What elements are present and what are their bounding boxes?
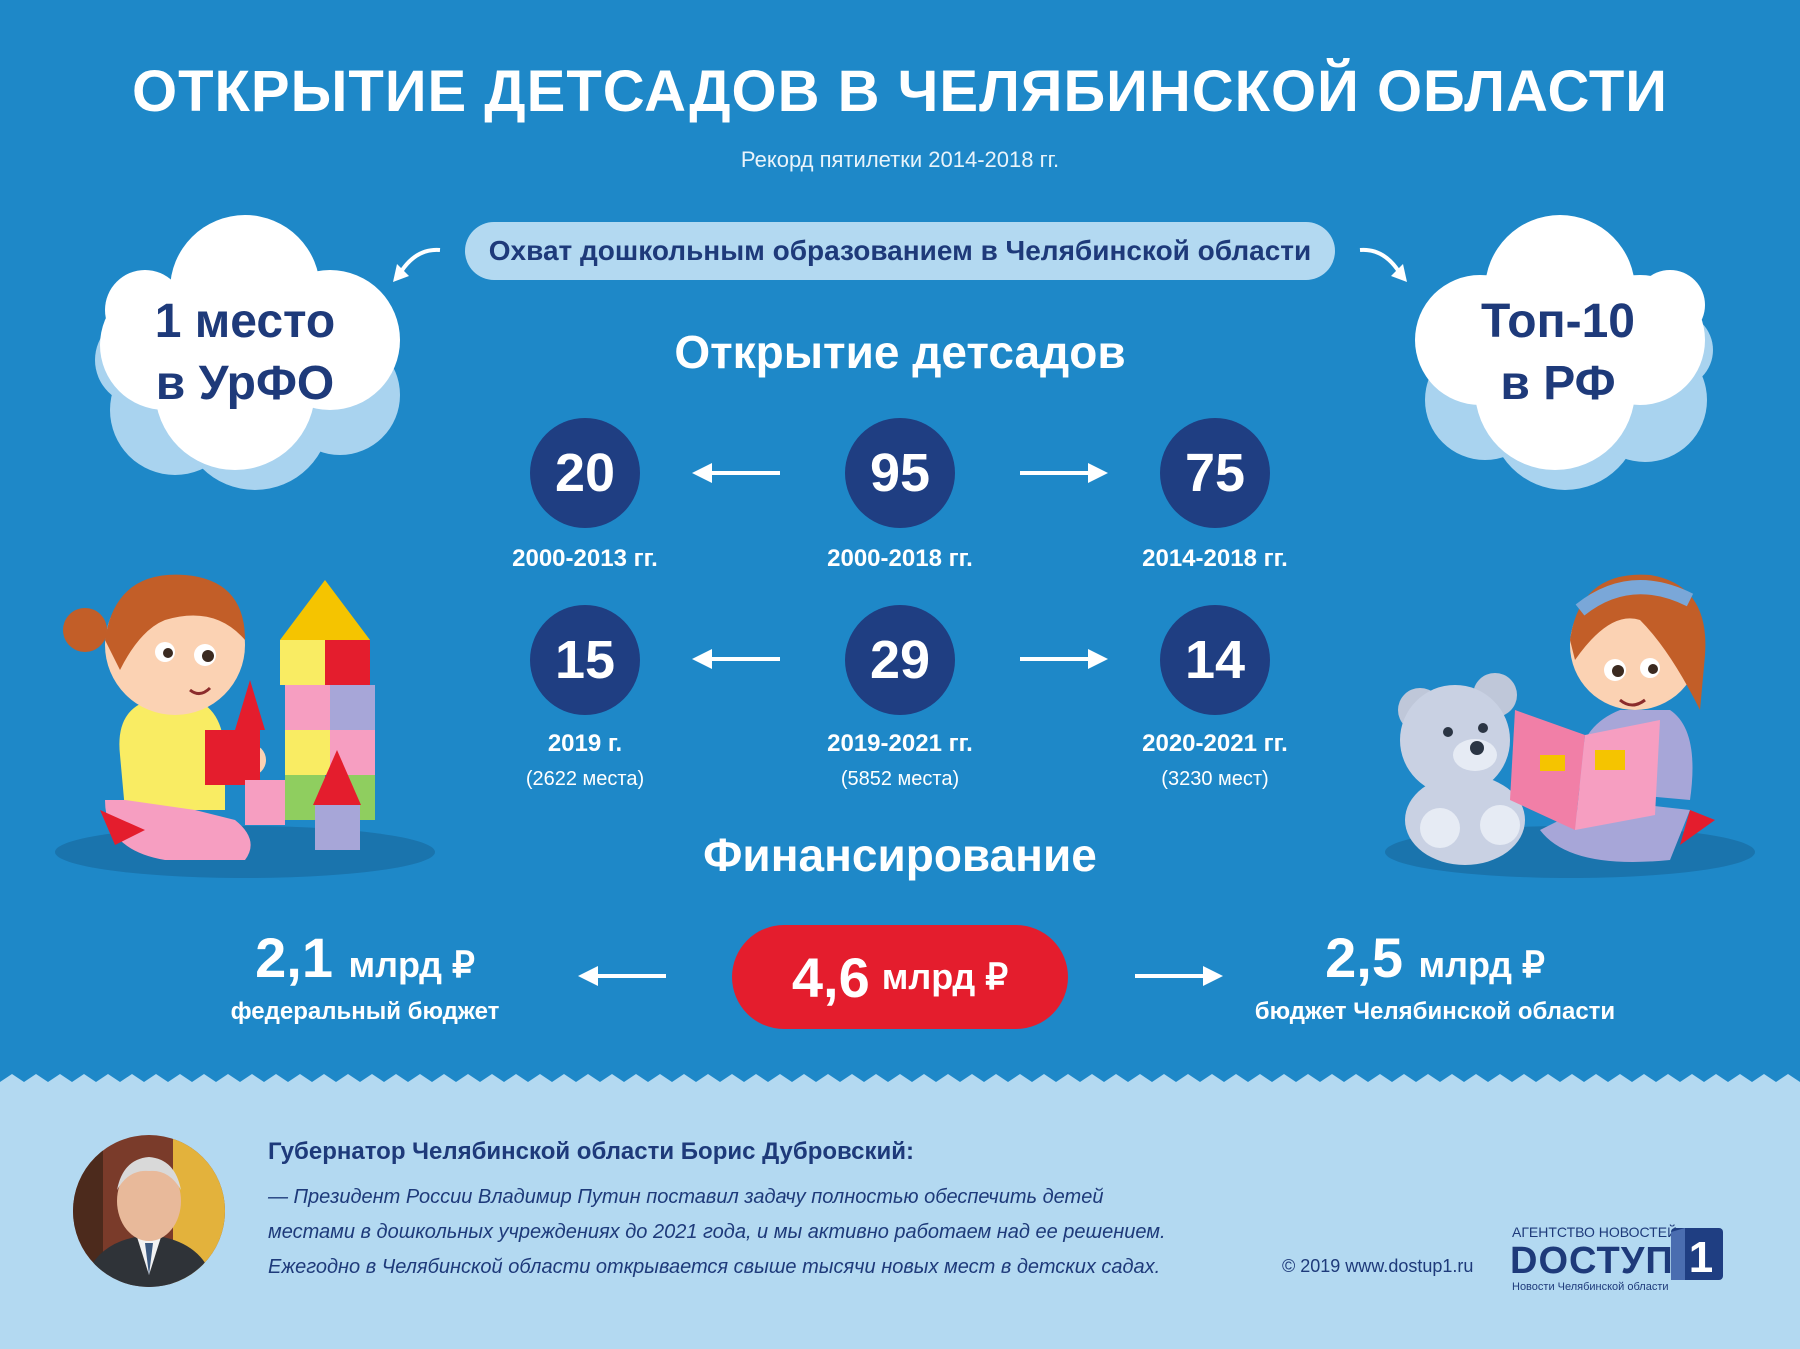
funding-total-unit: млрд ₽ [881,956,1009,997]
governor-portrait [73,1135,225,1287]
coverage-label: Охват дошкольным образованием в Челябинс… [465,222,1335,280]
arrow-left-icon [578,966,666,986]
openings-heading: Открытие детсадов [674,326,1126,378]
period-label: 2020-2021 гг. [1142,730,1288,757]
funding-total-badge: 4,6 млрд ₽ [732,925,1068,1029]
funding-federal-value: 2,1 [255,926,333,989]
stat-circle: 15 [530,605,640,715]
page-title: ОТКРЫТИЕ ДЕТСАДОВ В ЧЕЛЯБИНСКОЙ ОБЛАСТИ [131,59,1668,124]
arrow-left-icon [692,463,780,483]
funding-regional-label: бюджет Челябинской области [1254,998,1616,1025]
period-label: 2019 г. [547,730,623,757]
arrow-right-icon [1020,463,1108,483]
period-label: 2000-2013 гг. [512,545,658,572]
logo-digit: 1 [1689,1233,1713,1282]
stat-circle: 20 [530,418,640,528]
period-label: 2000-2018 гг. [827,545,973,572]
footer-zigzag-edge [0,1074,1800,1090]
cloud-left-line1: 1 место [154,295,336,348]
logo-mark: 1 [1671,1228,1723,1282]
cloud-right-illustration [1415,215,1713,490]
period-label: 2019-2021 гг. [827,730,973,757]
funding-federal-amount: 2,1 млрд ₽ [155,925,575,990]
places-label: (2622 места) [525,768,645,790]
quote-line: — Президент России Владимир Путин постав… [268,1186,1104,1208]
stat-circle: 29 [845,605,955,715]
cloud-left-line2: в УрФО [155,357,335,410]
stat-circle: 75 [1160,418,1270,528]
arrow-right-icon [1020,649,1108,669]
page-subtitle: Рекорд пятилетки 2014-2018 гг. [740,147,1060,172]
curved-arrow-right-icon [1359,247,1407,282]
cloud-left-illustration [95,215,400,490]
places-label: (5852 места) [840,768,960,790]
funding-regional-value: 2,5 [1325,926,1403,989]
girl-reading-illustration [1385,574,1755,878]
quote-author: Губернатор Челябинской области Борис Дуб… [268,1138,915,1165]
funding-regional-unit: млрд ₽ [1418,944,1545,985]
arrow-right-icon [1135,966,1223,986]
copyright-text: © 2019 www.dostup1.ru [1282,1256,1474,1276]
cloud-left-text: 1 место в УрФО [115,291,375,415]
arrow-left-icon [692,649,780,669]
places-label: (3230 мест) [1161,768,1269,790]
logo-caption-top: АГЕНТСТВО НОВОСТЕЙ [1512,1224,1678,1240]
funding-regional-amount: 2,5 млрд ₽ [1225,925,1645,990]
period-label: 2014-2018 гг. [1142,545,1288,572]
stat-circle: 14 [1160,605,1270,715]
funding-total-value: 4,6 [791,945,870,1009]
curved-arrow-left-icon [393,247,441,282]
quote-line: местами в дошкольных учреждениях до 2021… [268,1221,1166,1243]
funding-heading: Финансирование [703,829,1097,881]
stat-circle: 95 [845,418,955,528]
cloud-right-line1: Топ-10 [1481,295,1635,348]
quote-footer [0,1088,1800,1349]
funding-federal-unit: млрд ₽ [348,944,475,985]
girl-with-blocks-illustration [55,574,435,878]
cloud-right-line2: в РФ [1500,357,1616,410]
funding-federal-label: федеральный бюджет [230,998,500,1025]
logo-caption-bottom: Новости Челябинской области [1512,1281,1669,1293]
logo-name: DОСТУП [1510,1240,1674,1282]
quote-line: Ежегодно в Челябинской области открывает… [268,1256,1161,1278]
cloud-right-text: Топ-10 в РФ [1428,291,1688,415]
